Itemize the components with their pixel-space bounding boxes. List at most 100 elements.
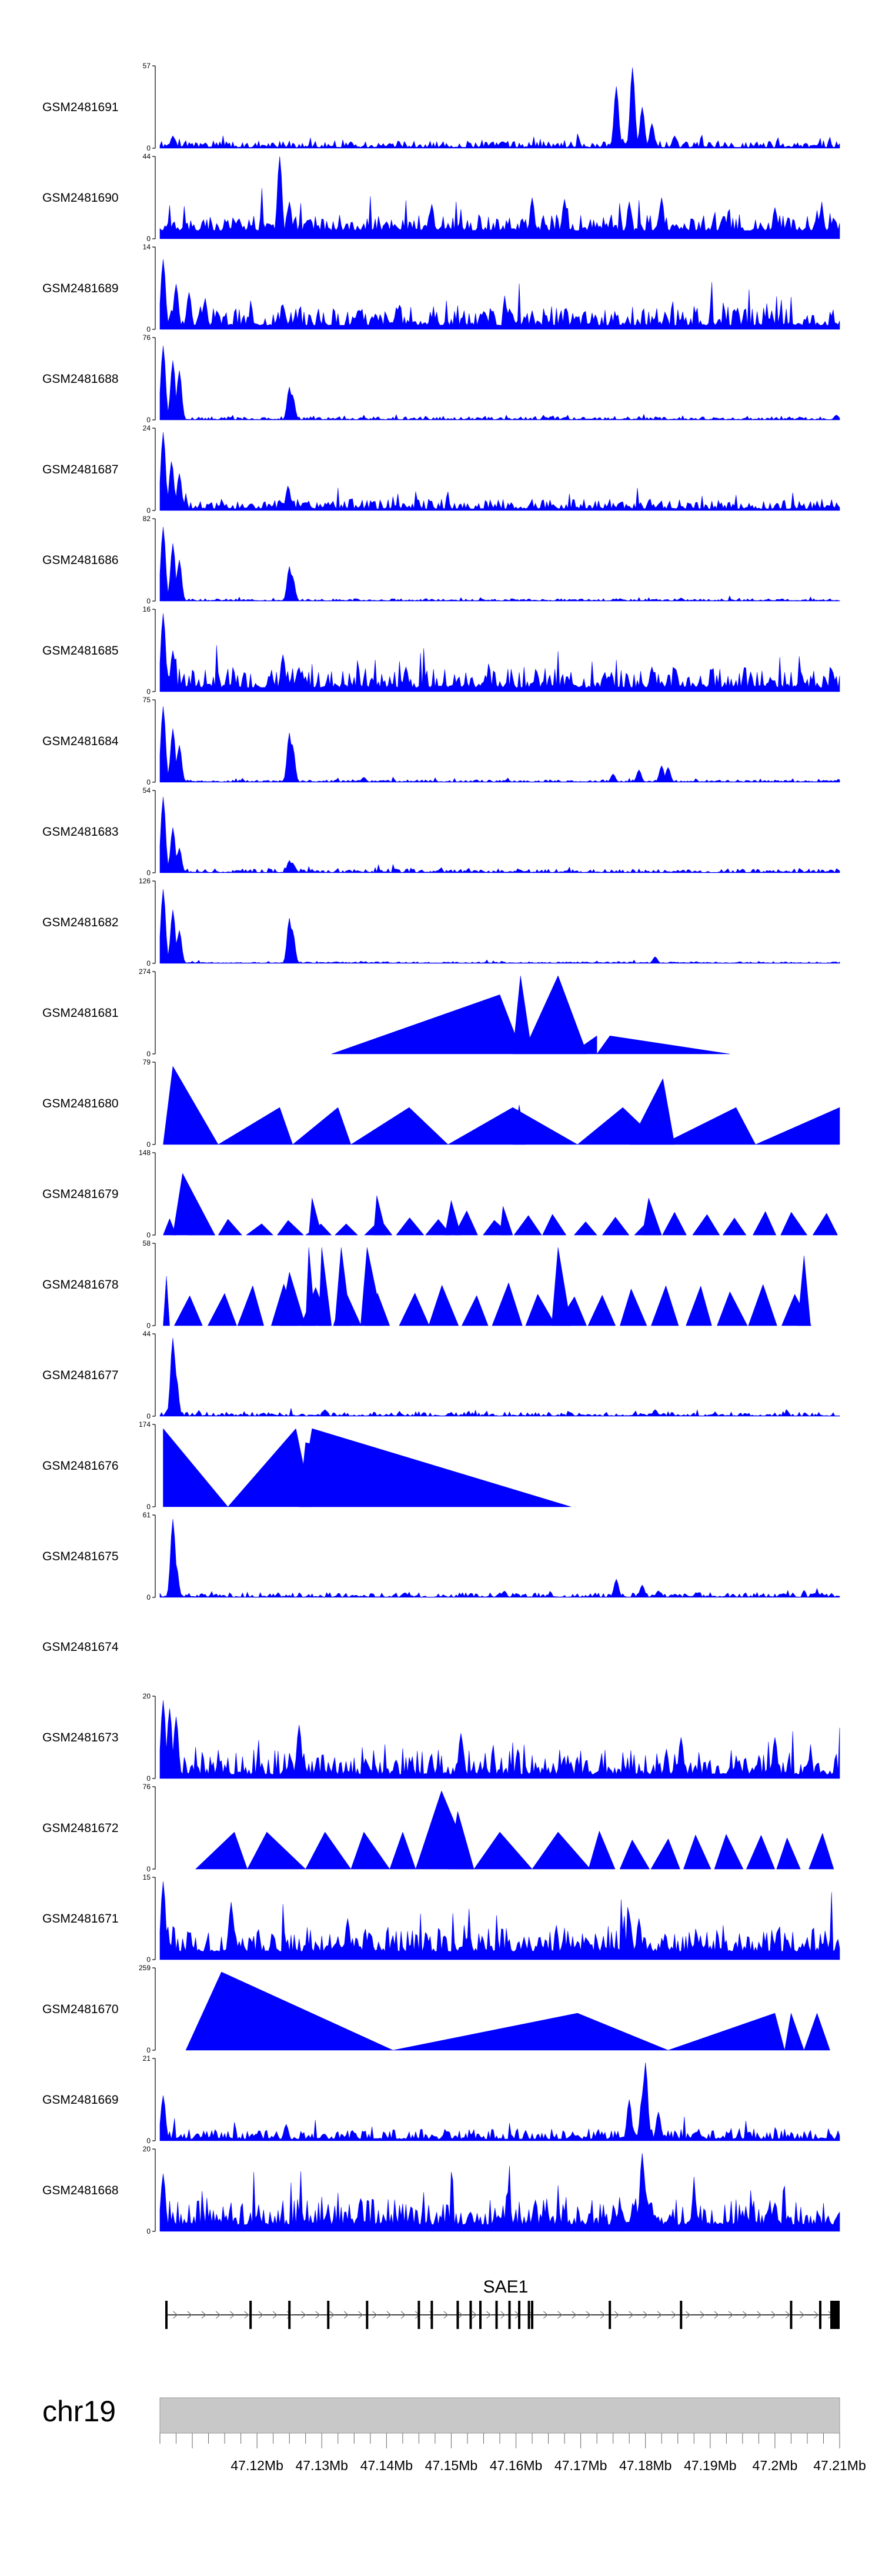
signal-peak bbox=[171, 543, 175, 601]
signal-peak bbox=[722, 1217, 747, 1236]
track-GSM2481670: GSM2481670 259 0 bbox=[42, 1964, 830, 2054]
signal-peak bbox=[163, 1276, 170, 1326]
signal-peak bbox=[334, 1223, 358, 1236]
track-label: GSM2481670 bbox=[42, 2003, 119, 2016]
signal-peak bbox=[305, 1831, 352, 1870]
y-tick-max-label: 126 bbox=[139, 877, 151, 885]
signal-peak bbox=[640, 2153, 644, 2231]
track-GSM2481669: GSM2481669 21 0 bbox=[42, 2054, 840, 2145]
signal-peak bbox=[673, 136, 677, 148]
strand-arrow bbox=[258, 2311, 263, 2319]
y-tick-max-label: 16 bbox=[143, 605, 151, 613]
signal-peak bbox=[174, 1717, 178, 1778]
signal-peak bbox=[532, 1035, 572, 1055]
signal-peak bbox=[178, 745, 182, 782]
strand-arrow bbox=[700, 2311, 705, 2319]
y-tick-min-label: 0 bbox=[146, 144, 151, 152]
y-tick-max-label: 20 bbox=[143, 1692, 151, 1700]
y-tick-max-label: 259 bbox=[139, 1964, 151, 1972]
y-tick-min-label: 0 bbox=[146, 2046, 151, 2054]
signal-peak bbox=[602, 1216, 630, 1236]
signal-peak bbox=[247, 1831, 306, 1870]
signal-peak bbox=[447, 1811, 475, 1870]
track-label: GSM2481688 bbox=[42, 372, 119, 386]
signal-peak bbox=[461, 1295, 489, 1326]
strand-arrow bbox=[215, 2311, 221, 2319]
track-GSM2481691: GSM2481691 57 0 bbox=[42, 62, 840, 152]
signal-peak bbox=[692, 1214, 720, 1236]
strand-arrow bbox=[472, 2311, 477, 2319]
track-GSM2481685: GSM2481685 16 0 bbox=[42, 605, 840, 696]
y-tick-max-label: 148 bbox=[139, 1149, 151, 1157]
signal-peak bbox=[784, 2013, 804, 2051]
y-tick-max-label: 15 bbox=[143, 1873, 151, 1881]
y-tick-max-label: 174 bbox=[139, 1420, 151, 1429]
signal-peak bbox=[161, 2174, 165, 2231]
signal-peak bbox=[288, 566, 292, 601]
y-tick-min-label: 0 bbox=[146, 1412, 151, 1420]
strand-arrow bbox=[486, 2311, 492, 2319]
signal-peak bbox=[781, 1294, 812, 1326]
track-label: GSM2481687 bbox=[42, 463, 119, 476]
gene-exon bbox=[495, 2301, 498, 2329]
signal-peak bbox=[640, 2095, 644, 2141]
signal-peak bbox=[281, 305, 285, 329]
strand-arrow bbox=[201, 2311, 206, 2319]
signal-peak bbox=[445, 1200, 462, 1236]
signal-peak bbox=[171, 136, 175, 148]
track-label: GSM2481682 bbox=[42, 916, 119, 929]
signal-peak bbox=[656, 2112, 660, 2141]
strand-arrow bbox=[372, 2311, 377, 2319]
signal-peak bbox=[596, 1035, 730, 1055]
track-GSM2481668: GSM2481668 20 0 bbox=[42, 2145, 840, 2235]
genome-axis: chr19 47.12Mb 47.13Mb 47.14Mb 47.15Mb 47.16M… bbox=[42, 2395, 866, 2473]
strand-arrow bbox=[301, 2311, 306, 2319]
signal-peak bbox=[492, 1282, 523, 1326]
y-tick-min-label: 0 bbox=[146, 1140, 151, 1149]
gene-exon bbox=[479, 2301, 482, 2329]
signal-peak bbox=[331, 994, 523, 1055]
track-GSM2481679: GSM2481679 148 0 bbox=[42, 1149, 838, 1239]
strand-arrow bbox=[343, 2311, 349, 2319]
track-label: GSM2481680 bbox=[42, 1097, 119, 1110]
strand-arrow bbox=[799, 2311, 805, 2319]
track-GSM2481677: GSM2481677 44 0 bbox=[42, 1330, 840, 1420]
signal-peak bbox=[284, 2124, 288, 2141]
y-tick-min-label: 0 bbox=[146, 869, 151, 877]
signal-peak bbox=[290, 576, 295, 601]
signal-peak bbox=[333, 1289, 362, 1326]
y-tick-max-label: 24 bbox=[143, 424, 151, 432]
gene-exon bbox=[531, 2301, 534, 2329]
track-GSM2481689: GSM2481689 14 0 bbox=[42, 243, 840, 333]
gene-exon bbox=[790, 2301, 793, 2329]
strand-arrow bbox=[529, 2311, 534, 2319]
signal-peak bbox=[178, 848, 182, 873]
strand-arrow bbox=[386, 2311, 392, 2319]
signal-peak bbox=[522, 975, 587, 1055]
track-label: GSM2481674 bbox=[42, 1640, 119, 1654]
signal-peak bbox=[773, 207, 777, 239]
signal-peak bbox=[163, 1218, 176, 1236]
signal-peak bbox=[178, 473, 182, 510]
signal-peak bbox=[804, 2013, 830, 2051]
signal-peak bbox=[752, 1211, 777, 1236]
signal-peak bbox=[187, 1223, 216, 1236]
signal-peak bbox=[171, 827, 175, 873]
strand-arrow bbox=[586, 2311, 591, 2319]
signal-peak bbox=[290, 395, 295, 420]
y-tick-max-label: 76 bbox=[143, 1783, 151, 1791]
gene-exon bbox=[249, 2301, 252, 2329]
signal-peak bbox=[530, 198, 534, 239]
signal-peak bbox=[776, 1837, 801, 1870]
track-GSM2481676: GSM2481676 174 0 bbox=[42, 1420, 572, 1511]
signal-peak bbox=[161, 613, 165, 692]
signal-peak bbox=[755, 1107, 840, 1145]
signal-area bbox=[159, 797, 840, 873]
signal-peak bbox=[350, 1107, 449, 1145]
signal-peak bbox=[290, 745, 295, 782]
track-GSM2481682: GSM2481682 126 0 bbox=[42, 877, 840, 967]
track-GSM2481688: GSM2481688 76 0 bbox=[42, 333, 840, 424]
track-label: GSM2481684 bbox=[42, 735, 119, 748]
signal-peak bbox=[611, 774, 615, 782]
